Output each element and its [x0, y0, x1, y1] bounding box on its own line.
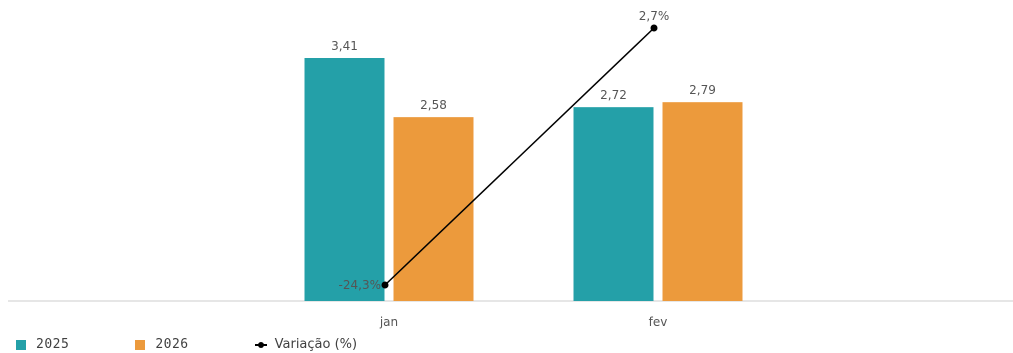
x-tick-labels: jan fev	[379, 315, 668, 329]
legend-item-2026[interactable]: 2026	[135, 337, 188, 352]
variation-point-jan[interactable]	[381, 281, 389, 289]
bar-2025-jan[interactable]	[304, 58, 385, 301]
legend-label-2026: 2026	[155, 337, 189, 352]
variation-label-jan: -24,3%	[339, 278, 381, 292]
bar-2026-jan[interactable]	[393, 117, 474, 301]
bars-group	[304, 58, 743, 301]
legend-item-variacao[interactable]: Variação (%)	[254, 337, 358, 352]
bar-2026-fev[interactable]	[662, 102, 743, 301]
bar-label-2025-fev: 2,72	[600, 88, 627, 102]
variation-line	[384, 27, 655, 286]
x-tick-jan: jan	[379, 315, 398, 329]
bar-label-2026-fev: 2,79	[689, 83, 716, 97]
bar-label-2025-jan: 3,41	[331, 39, 358, 53]
legend-item-2025[interactable]: 2025	[16, 337, 69, 352]
legend-swatch-2025	[16, 339, 26, 350]
legend-label-2025: 2025	[36, 337, 70, 352]
variation-line-group: -24,3% 2,7%	[339, 9, 670, 292]
variation-point-fev[interactable]	[650, 24, 658, 32]
bar-2025-fev[interactable]	[573, 107, 654, 301]
bar-label-2026-jan: 2,58	[420, 98, 447, 112]
legend-label-variacao: Variação (%)	[274, 337, 358, 352]
bar-labels-group: 3,41 2,58 2,72 2,79	[331, 39, 716, 112]
legend-swatch-variacao	[254, 340, 267, 350]
legend: 2025 2026 Variação (%)	[16, 337, 423, 352]
variation-label-fev: 2,7%	[639, 9, 670, 23]
legend-swatch-2026	[135, 339, 146, 350]
x-tick-fev: fev	[649, 315, 668, 329]
